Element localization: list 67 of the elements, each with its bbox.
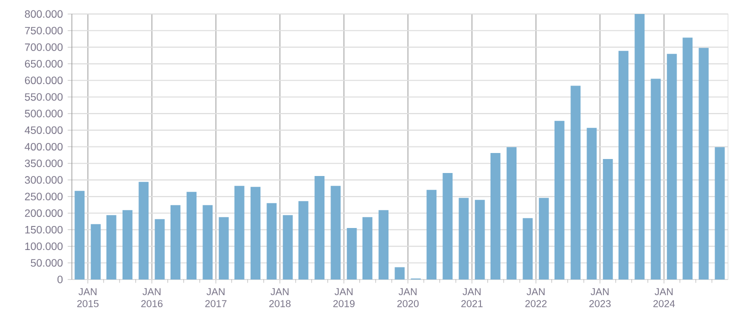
y-tick-label: 550.000 (24, 93, 63, 101)
bar (570, 86, 581, 280)
y-tick-label: 100.000 (25, 242, 63, 250)
bar (282, 215, 293, 280)
x-tick-label: JAN 2021 (461, 288, 483, 308)
x-tick-label: JAN 2017 (205, 288, 226, 308)
bar (442, 172, 453, 280)
y-tick-label: 450.000 (24, 126, 63, 134)
y-tick-label: 800.000 (24, 10, 63, 18)
bar (266, 203, 277, 280)
bar (586, 128, 597, 280)
bar (362, 217, 372, 280)
bar (698, 48, 709, 280)
bar (458, 198, 469, 280)
x-tick-label: JAN 2024 (653, 288, 675, 308)
bar (522, 218, 533, 280)
y-tick-label: 650.000 (25, 60, 63, 68)
bar (666, 54, 677, 280)
bar (298, 201, 308, 280)
bar (122, 210, 132, 280)
bar (90, 224, 101, 280)
y-tick-label: 200.000 (25, 209, 63, 217)
bar (330, 186, 341, 280)
x-tick-label: JAN 2023 (589, 288, 611, 308)
bar (218, 217, 229, 280)
bar (170, 205, 180, 280)
bar (250, 186, 260, 280)
y-tick-label: 350.000 (24, 160, 63, 168)
x-tick-label: JAN 2018 (269, 288, 291, 308)
bar (554, 120, 564, 280)
bar (394, 267, 405, 280)
x-tick-label: JAN 2016 (141, 288, 163, 308)
y-tick-label: 250.000 (25, 192, 63, 200)
y-tick-label: 500.000 (24, 110, 63, 118)
y-tick-label: 50.000 (30, 259, 63, 267)
bar (346, 228, 357, 280)
bar (202, 205, 213, 280)
x-tick-label: JAN 2019 (333, 288, 355, 308)
y-tick-label: 400.000 (24, 142, 63, 151)
bar (154, 219, 165, 280)
bar (106, 215, 116, 280)
bar (618, 50, 628, 280)
x-tick-label: JAN 2015 (77, 288, 99, 308)
y-tick-label: 0 (58, 276, 63, 284)
bar (474, 200, 485, 280)
bar (234, 186, 244, 280)
bar (634, 14, 645, 280)
y-tick-label: 150.000 (25, 226, 63, 234)
y-tick-label: 750.000 (25, 26, 63, 34)
bar (506, 147, 517, 280)
bar (490, 153, 500, 280)
y-tick-label: 300.000 (24, 176, 63, 184)
bar (74, 190, 85, 280)
bar (314, 176, 324, 280)
bar (538, 198, 549, 280)
x-tick-label: JAN 2022 (525, 288, 547, 308)
bar (426, 190, 436, 280)
bar (650, 78, 661, 280)
bar (682, 38, 693, 280)
y-tick-label: 700.000 (25, 43, 63, 51)
bar (602, 159, 613, 280)
bar (138, 182, 149, 280)
bar (714, 147, 725, 280)
x-tick-label: JAN 2020 (397, 288, 419, 308)
y-tick-label: 600.000 (25, 76, 63, 84)
bar (378, 210, 389, 280)
bar (186, 192, 197, 280)
